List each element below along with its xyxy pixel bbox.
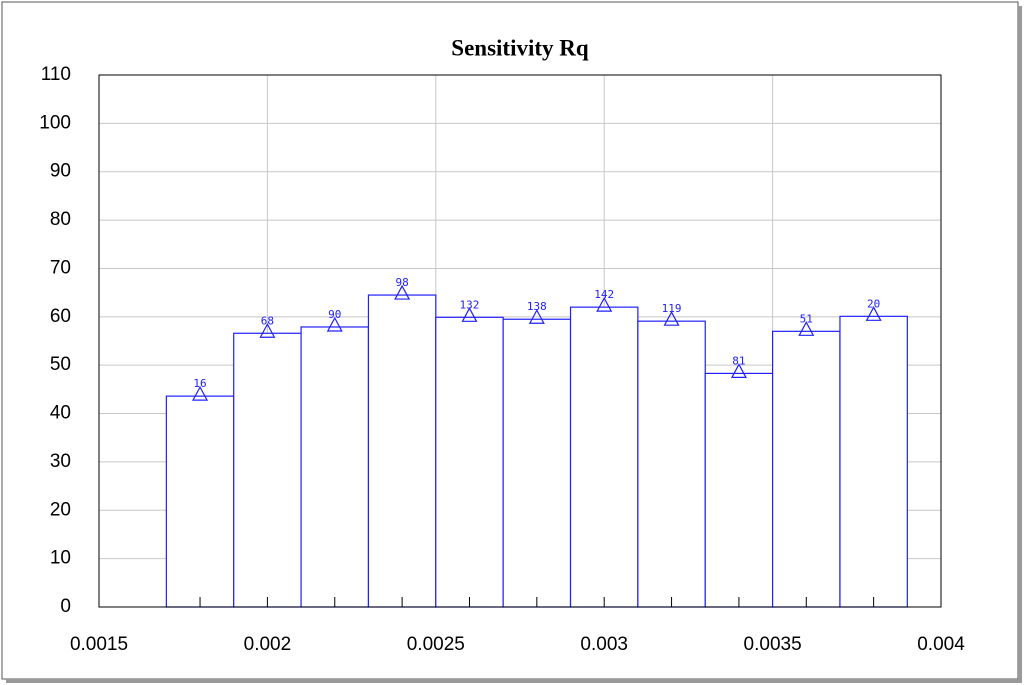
count-label: 138 xyxy=(527,300,547,313)
count-label: 68 xyxy=(261,314,274,327)
count-label: 142 xyxy=(594,288,614,301)
marker xyxy=(192,385,209,401)
y-tick-label: 60 xyxy=(50,306,71,327)
bar xyxy=(233,332,302,608)
marker xyxy=(596,296,613,312)
y-tick-label: 30 xyxy=(50,451,71,472)
marker xyxy=(394,284,411,300)
bar xyxy=(165,395,235,608)
x-tick-label: 0.003 xyxy=(580,634,628,655)
marker xyxy=(259,322,276,338)
count-label: 90 xyxy=(328,308,341,321)
bar xyxy=(435,316,504,608)
count-label: 51 xyxy=(800,312,813,325)
count-label: 81 xyxy=(732,354,745,367)
bar xyxy=(771,330,841,608)
marker xyxy=(865,306,882,321)
chart-title: Sensitivity Rq xyxy=(451,35,589,60)
y-tick-label: 70 xyxy=(50,257,71,278)
y-tick-label: 80 xyxy=(50,209,71,230)
y-tick-label: 110 xyxy=(41,64,71,85)
x-tick-label: 0.0025 xyxy=(407,634,465,655)
count-label: 98 xyxy=(395,276,408,289)
marker xyxy=(528,308,545,324)
marker xyxy=(798,321,815,336)
bar xyxy=(637,320,706,608)
marker xyxy=(461,307,478,322)
y-tick-label: 40 xyxy=(50,403,71,424)
plot-border xyxy=(98,74,942,608)
y-tick-label: 50 xyxy=(50,354,71,375)
count-label: 119 xyxy=(662,302,682,315)
y-tick-label: 100 xyxy=(39,112,71,133)
marker xyxy=(663,310,680,326)
bar xyxy=(502,318,572,608)
y-tick-label: 10 xyxy=(50,548,71,569)
frame-shadow xyxy=(6,679,1022,683)
y-tick-label: 90 xyxy=(50,161,71,182)
bar xyxy=(704,372,774,608)
marker xyxy=(730,363,747,379)
marker xyxy=(326,316,343,332)
x-tick-label: 0.002 xyxy=(244,634,292,655)
frame-shadow xyxy=(1018,6,1022,683)
bar xyxy=(569,306,639,608)
count-label: 132 xyxy=(460,298,480,311)
bar xyxy=(300,326,370,608)
count-label: 20 xyxy=(867,297,880,310)
y-tick-label: 0 xyxy=(60,596,71,617)
x-tick-label: 0.0015 xyxy=(70,634,128,655)
bar xyxy=(367,294,437,608)
x-tick-label: 0.004 xyxy=(917,634,965,655)
bar xyxy=(839,315,908,608)
x-tick-label: 0.0035 xyxy=(744,634,802,655)
y-tick-label: 20 xyxy=(50,499,71,520)
count-label: 16 xyxy=(193,377,206,390)
